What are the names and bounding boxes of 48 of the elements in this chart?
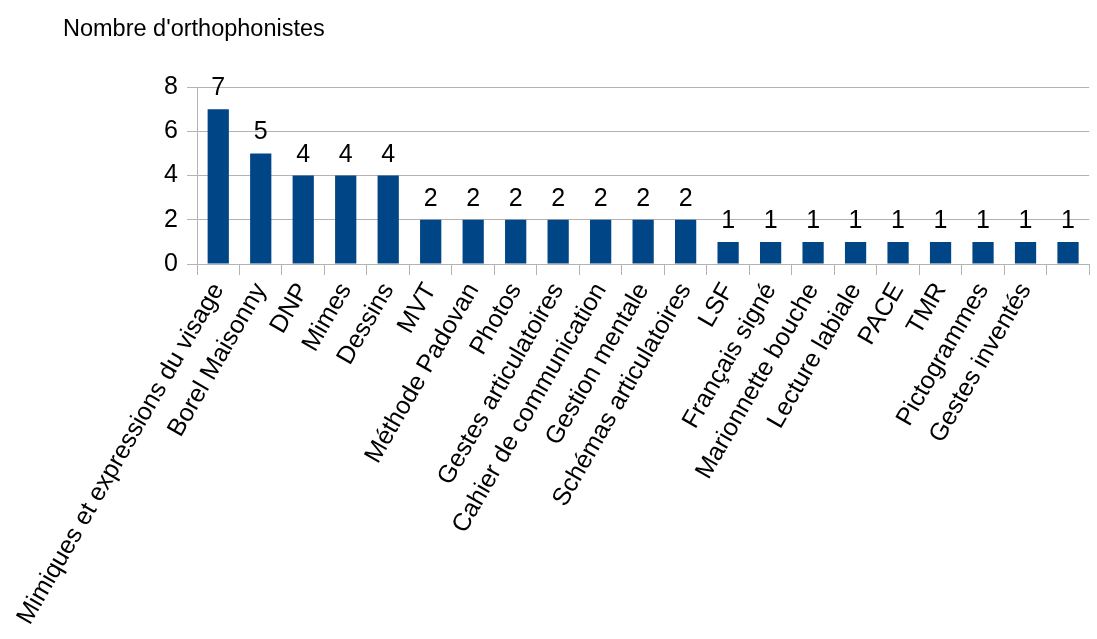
bar	[929, 241, 952, 264]
data-label: 1	[891, 204, 906, 233]
y-tick-label: 2	[164, 203, 178, 232]
data-label: 2	[678, 182, 693, 211]
data-label: 2	[593, 182, 608, 211]
y-tick-label: 4	[164, 159, 179, 188]
bar	[1014, 241, 1037, 264]
bar	[377, 175, 399, 264]
data-label: 1	[763, 204, 778, 233]
bar	[844, 241, 867, 264]
bar	[420, 219, 442, 264]
data-label: 2	[551, 182, 566, 211]
bar	[632, 219, 654, 264]
bar	[1057, 241, 1079, 264]
bar	[717, 241, 739, 264]
data-label: 2	[466, 182, 481, 211]
data-label: 7	[211, 72, 226, 101]
y-tick-label: 0	[164, 247, 178, 276]
data-label: 4	[338, 138, 353, 167]
bar	[292, 175, 314, 264]
data-label: 1	[721, 204, 736, 233]
bar	[675, 219, 697, 264]
data-label: 4	[296, 138, 311, 167]
data-label: 1	[1061, 204, 1075, 233]
y-tick-label: 8	[164, 70, 178, 99]
bar	[335, 175, 357, 264]
y-axis-title: Nombre d'orthophonistes	[63, 15, 325, 41]
bar	[802, 241, 824, 264]
bar	[207, 109, 229, 264]
bar	[590, 219, 612, 264]
bar	[972, 241, 994, 264]
data-label: 1	[848, 204, 863, 233]
data-label: 5	[253, 116, 268, 145]
data-label: 1	[1018, 204, 1033, 233]
data-label: 2	[423, 182, 438, 211]
data-label: 2	[636, 182, 651, 211]
bar	[505, 219, 527, 264]
bar	[887, 241, 909, 264]
y-tick-label: 6	[164, 115, 178, 144]
bar	[547, 219, 569, 264]
data-label: 1	[976, 204, 990, 233]
data-label: 4	[381, 138, 396, 167]
data-label: 2	[508, 182, 523, 211]
bar	[759, 241, 782, 264]
bar	[462, 219, 484, 264]
data-label: 1	[806, 204, 821, 233]
data-label: 1	[933, 204, 948, 233]
bar	[250, 153, 272, 264]
